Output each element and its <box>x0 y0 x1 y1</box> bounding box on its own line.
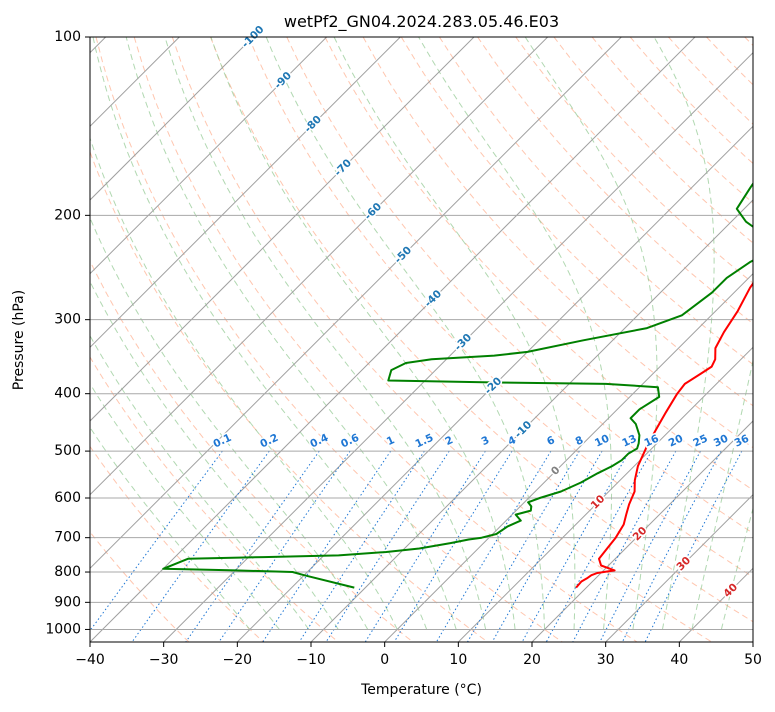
y-tick-label: 900 <box>54 594 81 610</box>
x-tick-label: −40 <box>75 652 105 668</box>
x-tick-label: −10 <box>296 652 326 668</box>
y-tick-label: 200 <box>54 207 81 223</box>
x-tick-label: 20 <box>523 652 541 668</box>
x-tick-label: 50 <box>744 652 762 668</box>
y-tick-label: 1000 <box>45 621 81 637</box>
y-tick-label: 100 <box>54 29 81 45</box>
x-tick-label: 0 <box>380 652 389 668</box>
x-tick-label: −30 <box>149 652 179 668</box>
y-tick-label: 700 <box>54 530 81 546</box>
y-tick-label: 600 <box>54 490 81 506</box>
y-tick-label: 500 <box>54 443 81 459</box>
x-tick-label: 40 <box>670 652 688 668</box>
y-tick-label: 300 <box>54 312 81 328</box>
x-tick-label: 30 <box>597 652 615 668</box>
y-axis-label: Pressure (hPa) <box>11 290 27 390</box>
x-tick-label: −20 <box>223 652 253 668</box>
y-tick-label: 400 <box>54 386 81 402</box>
x-tick-label: 10 <box>449 652 467 668</box>
y-tick-label: 800 <box>54 564 81 580</box>
x-axis-label: Temperature (°C) <box>360 682 482 698</box>
chart-title: wetPf2_GN04.2024.283.05.46.E03 <box>284 12 559 32</box>
